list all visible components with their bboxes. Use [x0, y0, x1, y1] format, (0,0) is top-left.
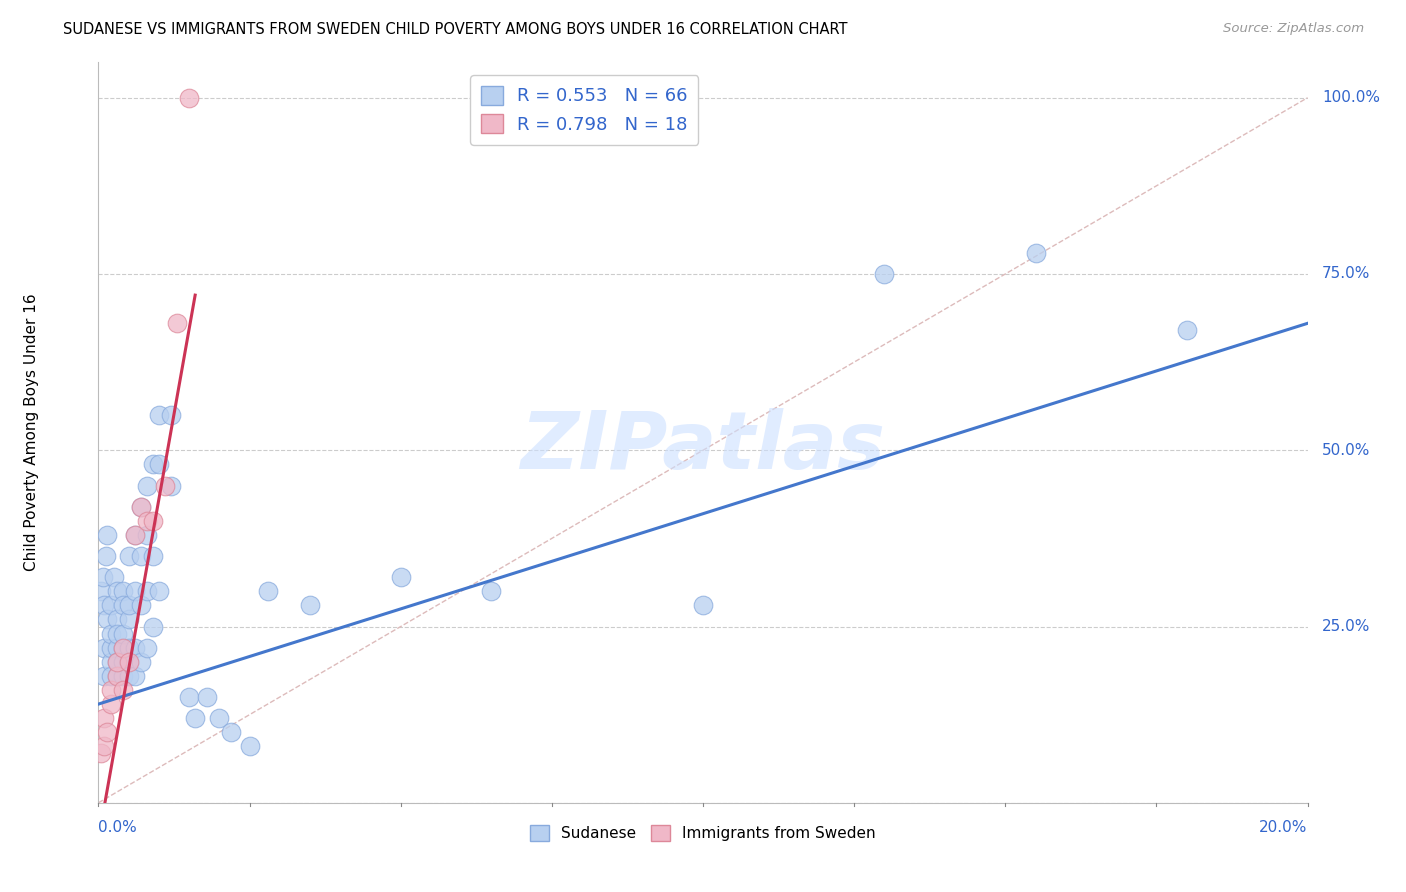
- Point: [96, 725, 118, 739]
- Point: [142, 514, 165, 528]
- Text: 25.0%: 25.0%: [1322, 619, 1371, 634]
- Point: [129, 500, 152, 514]
- Text: Source: ZipAtlas.com: Source: ZipAtlas.com: [1223, 22, 1364, 36]
- Point: [103, 570, 125, 584]
- Legend: Sudanese, Immigrants from Sweden: Sudanese, Immigrants from Sweden: [524, 819, 882, 847]
- Point: [96, 612, 118, 626]
- Point: [118, 655, 141, 669]
- Point: [93, 739, 115, 754]
- Point: [93, 669, 115, 683]
- Point: [1175, 323, 1198, 337]
- Point: [111, 683, 134, 698]
- Point: [90, 747, 112, 761]
- Point: [142, 549, 165, 563]
- Point: [105, 612, 128, 626]
- Point: [135, 584, 157, 599]
- Point: [93, 599, 115, 613]
- Point: [100, 683, 122, 698]
- Text: 75.0%: 75.0%: [1322, 267, 1371, 282]
- Point: [100, 697, 122, 711]
- Point: [118, 599, 141, 613]
- Point: [118, 655, 141, 669]
- Point: [142, 619, 165, 633]
- Point: [160, 408, 183, 422]
- Point: [111, 584, 134, 599]
- Point: [111, 640, 134, 655]
- Point: [105, 640, 128, 655]
- Point: [100, 669, 122, 683]
- Point: [91, 570, 114, 584]
- Point: [873, 267, 896, 281]
- Point: [148, 408, 170, 422]
- Point: [148, 584, 170, 599]
- Point: [142, 458, 165, 472]
- Point: [105, 626, 128, 640]
- Point: [105, 655, 128, 669]
- Point: [166, 316, 188, 330]
- Text: 100.0%: 100.0%: [1322, 90, 1381, 105]
- Text: 20.0%: 20.0%: [1260, 821, 1308, 836]
- Point: [111, 626, 134, 640]
- Point: [481, 584, 503, 599]
- Point: [118, 669, 141, 683]
- Point: [105, 669, 128, 683]
- Point: [118, 640, 141, 655]
- Point: [179, 91, 201, 105]
- Point: [124, 584, 146, 599]
- Text: ZIPatlas: ZIPatlas: [520, 409, 886, 486]
- Point: [100, 655, 122, 669]
- Point: [94, 549, 117, 563]
- Point: [135, 528, 157, 542]
- Point: [105, 669, 128, 683]
- Point: [124, 669, 146, 683]
- Text: 0.0%: 0.0%: [98, 821, 138, 836]
- Point: [221, 725, 243, 739]
- Point: [90, 584, 112, 599]
- Point: [111, 599, 134, 613]
- Point: [105, 655, 128, 669]
- Point: [148, 458, 170, 472]
- Point: [124, 640, 146, 655]
- Point: [1024, 245, 1046, 260]
- Point: [124, 528, 146, 542]
- Point: [105, 584, 128, 599]
- Text: SUDANESE VS IMMIGRANTS FROM SWEDEN CHILD POVERTY AMONG BOYS UNDER 16 CORRELATION: SUDANESE VS IMMIGRANTS FROM SWEDEN CHILD…: [63, 22, 848, 37]
- Point: [118, 549, 141, 563]
- Point: [256, 584, 278, 599]
- Point: [135, 640, 157, 655]
- Point: [124, 528, 146, 542]
- Point: [96, 528, 118, 542]
- Point: [100, 599, 122, 613]
- Point: [153, 478, 176, 492]
- Text: Child Poverty Among Boys Under 16: Child Poverty Among Boys Under 16: [24, 293, 39, 572]
- Point: [118, 612, 141, 626]
- Point: [208, 711, 231, 725]
- Point: [129, 599, 152, 613]
- Point: [111, 655, 134, 669]
- Point: [100, 640, 122, 655]
- Point: [129, 500, 152, 514]
- Point: [195, 690, 218, 704]
- Point: [93, 711, 115, 725]
- Point: [135, 478, 157, 492]
- Point: [160, 478, 183, 492]
- Point: [692, 599, 714, 613]
- Point: [129, 549, 152, 563]
- Point: [239, 739, 262, 754]
- Point: [100, 626, 122, 640]
- Point: [389, 570, 412, 584]
- Point: [93, 640, 115, 655]
- Point: [129, 655, 152, 669]
- Point: [111, 669, 134, 683]
- Point: [111, 640, 134, 655]
- Point: [184, 711, 207, 725]
- Point: [299, 599, 322, 613]
- Point: [179, 690, 201, 704]
- Text: 50.0%: 50.0%: [1322, 442, 1371, 458]
- Point: [135, 514, 157, 528]
